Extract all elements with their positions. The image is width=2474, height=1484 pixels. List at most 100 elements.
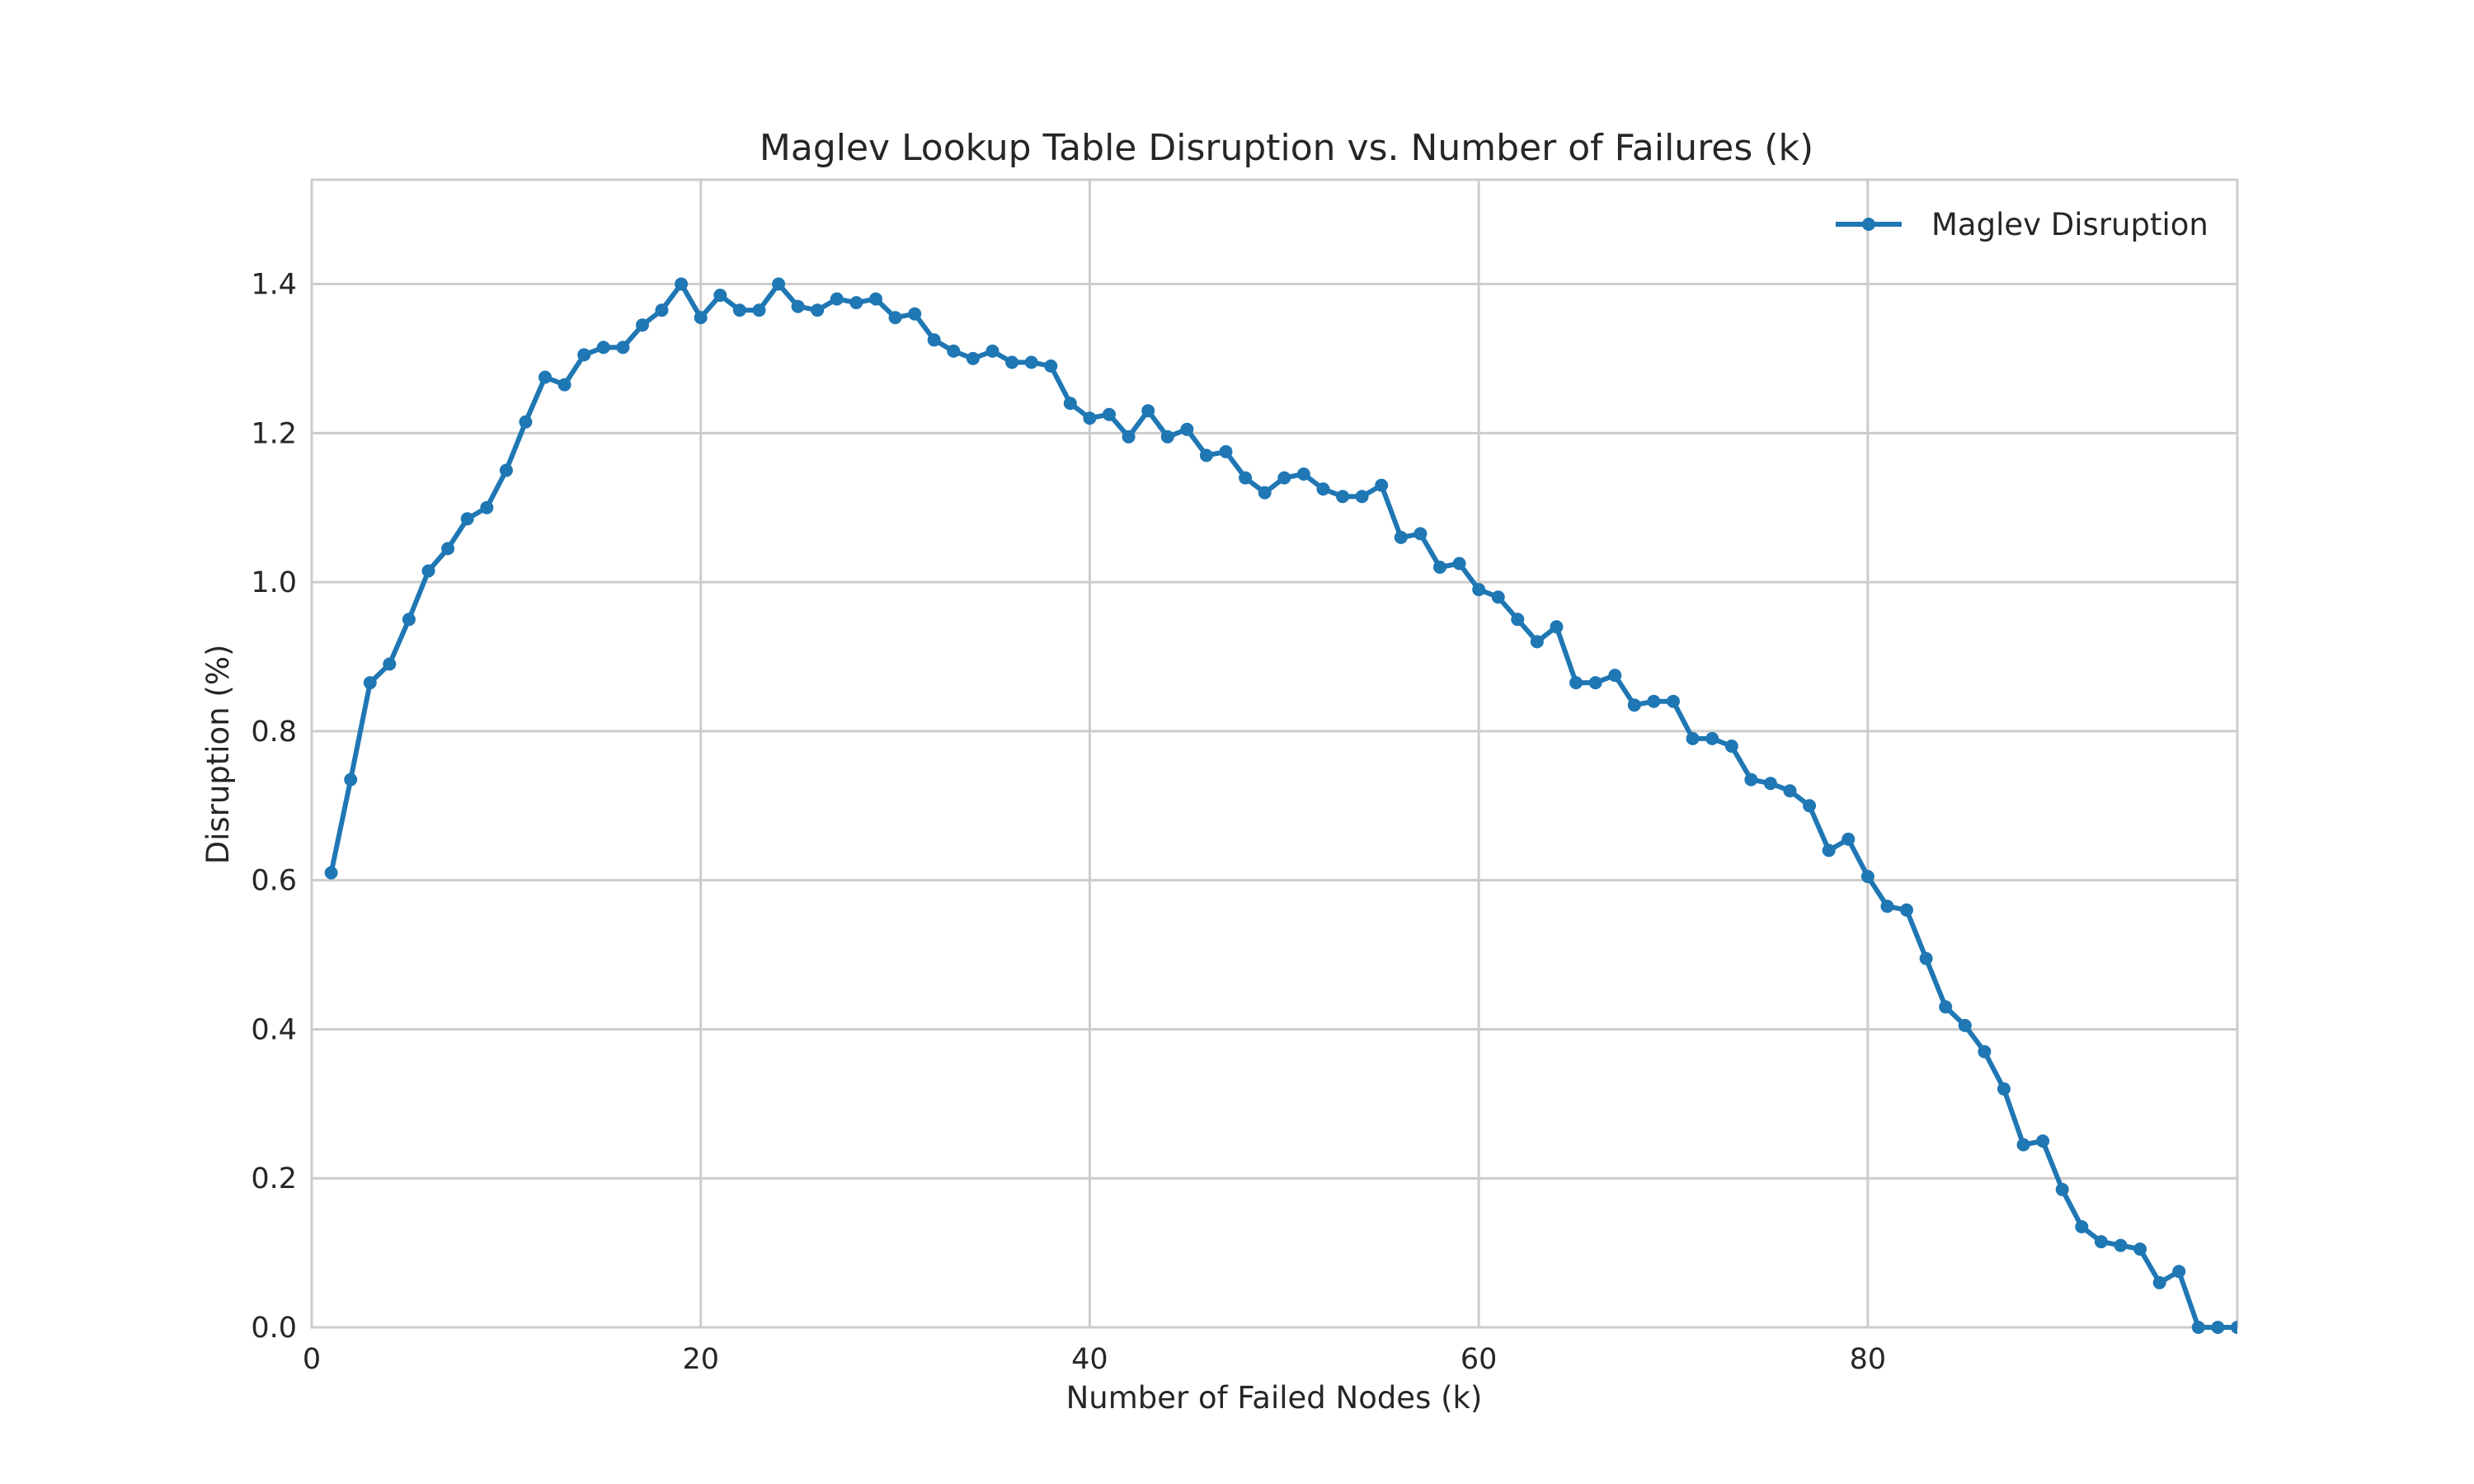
data-point — [1103, 407, 1116, 421]
data-point — [1744, 773, 1758, 787]
data-point — [460, 512, 474, 526]
data-point — [1822, 843, 1836, 857]
data-point — [1939, 1000, 1953, 1014]
data-point — [1219, 444, 1233, 458]
data-point — [1336, 490, 1350, 504]
plot-frame — [310, 178, 2239, 1329]
data-point — [421, 564, 435, 578]
data-point — [927, 333, 941, 347]
data-point — [811, 303, 825, 317]
series-group — [324, 277, 2237, 1334]
legend-marker — [1862, 218, 1875, 231]
data-point — [2075, 1220, 2089, 1233]
data-point — [752, 303, 766, 317]
data-point — [1005, 355, 1019, 369]
data-point — [596, 340, 610, 355]
data-point — [1452, 556, 1466, 571]
y-tick-label: 0.2 — [251, 1162, 297, 1195]
data-point — [2094, 1235, 2108, 1249]
data-point — [1997, 1082, 2011, 1096]
data-point — [655, 303, 669, 317]
x-tick-label: 20 — [682, 1343, 719, 1376]
data-point — [1433, 561, 1446, 574]
x-tick-label: 60 — [1460, 1343, 1498, 1376]
y-tick-label: 0.0 — [251, 1312, 297, 1345]
data-point — [1413, 527, 1427, 541]
series-layer — [324, 277, 2237, 1334]
data-point — [1239, 471, 1253, 485]
data-point — [363, 676, 377, 690]
y-tick-label: 1.2 — [251, 417, 297, 450]
data-point — [732, 303, 746, 317]
y-tick-label: 0.8 — [251, 716, 297, 749]
x-tick-label: 80 — [1850, 1343, 1887, 1376]
data-point — [324, 866, 338, 880]
data-point — [519, 415, 533, 429]
data-point — [1880, 899, 1894, 913]
data-point — [985, 344, 999, 358]
data-point — [1900, 903, 1913, 917]
data-point — [1550, 620, 1564, 634]
tick-labels: 0 20 40 60 80 0.0 0.2 0.4 0.6 0.8 1.0 1.2 1.4 — [251, 269, 1886, 1376]
data-point — [849, 296, 863, 310]
data-point — [1277, 471, 1291, 485]
data-point — [1647, 694, 1661, 708]
data-point — [694, 311, 708, 325]
data-point — [480, 500, 494, 514]
data-point — [1394, 530, 1408, 544]
data-point — [1375, 478, 1389, 492]
data-point — [2016, 1138, 2030, 1152]
data-point — [1180, 422, 1194, 436]
data-point — [1199, 448, 1213, 463]
data-point — [908, 307, 922, 321]
data-point — [1919, 951, 1933, 965]
data-point — [402, 613, 416, 627]
data-point — [1841, 832, 1856, 846]
data-point — [888, 311, 902, 325]
data-point — [1511, 613, 1525, 627]
data-point — [675, 277, 689, 291]
data-point — [616, 340, 630, 355]
data-point — [1627, 698, 1641, 712]
data-point — [577, 348, 591, 362]
x-axis-label: Number of Failed Nodes (k) — [1066, 1380, 1483, 1416]
data-point — [1705, 731, 1719, 745]
data-point — [2114, 1238, 2128, 1252]
chart-title: Maglev Lookup Table Disruption vs. Numbe… — [760, 127, 1813, 169]
data-point — [1763, 777, 1777, 791]
x-tick-label: 40 — [1071, 1343, 1108, 1376]
data-point — [1083, 411, 1097, 425]
data-point — [1569, 676, 1583, 690]
data-point — [1803, 799, 1817, 813]
data-point — [1783, 784, 1797, 798]
data-point — [1667, 694, 1680, 708]
data-point — [344, 773, 358, 787]
data-point — [869, 292, 882, 306]
data-point — [1044, 359, 1058, 373]
data-point — [1160, 430, 1174, 444]
data-point — [1141, 404, 1155, 418]
y-tick-label: 0.4 — [251, 1013, 297, 1046]
data-point — [2133, 1242, 2147, 1256]
grid — [310, 180, 2237, 1329]
data-point — [1978, 1045, 1992, 1059]
y-tick-label: 1.0 — [251, 566, 297, 599]
y-axis-label: Disruption (%) — [200, 645, 236, 865]
data-point — [2231, 1321, 2237, 1334]
data-point — [1530, 635, 1544, 649]
data-point — [2191, 1321, 2205, 1334]
data-point — [1472, 583, 1486, 597]
data-point — [1122, 430, 1136, 444]
data-point — [2172, 1265, 2186, 1279]
data-point — [713, 289, 727, 303]
data-point — [2055, 1182, 2069, 1196]
data-point — [1063, 397, 1077, 411]
y-tick-label: 0.6 — [251, 865, 297, 898]
data-point — [772, 277, 786, 291]
data-point — [830, 292, 844, 306]
legend-entry-maglev-disruption: Maglev Disruption — [1931, 207, 2208, 242]
data-point — [947, 344, 961, 358]
data-point — [1724, 740, 1738, 753]
data-point — [1316, 482, 1330, 496]
